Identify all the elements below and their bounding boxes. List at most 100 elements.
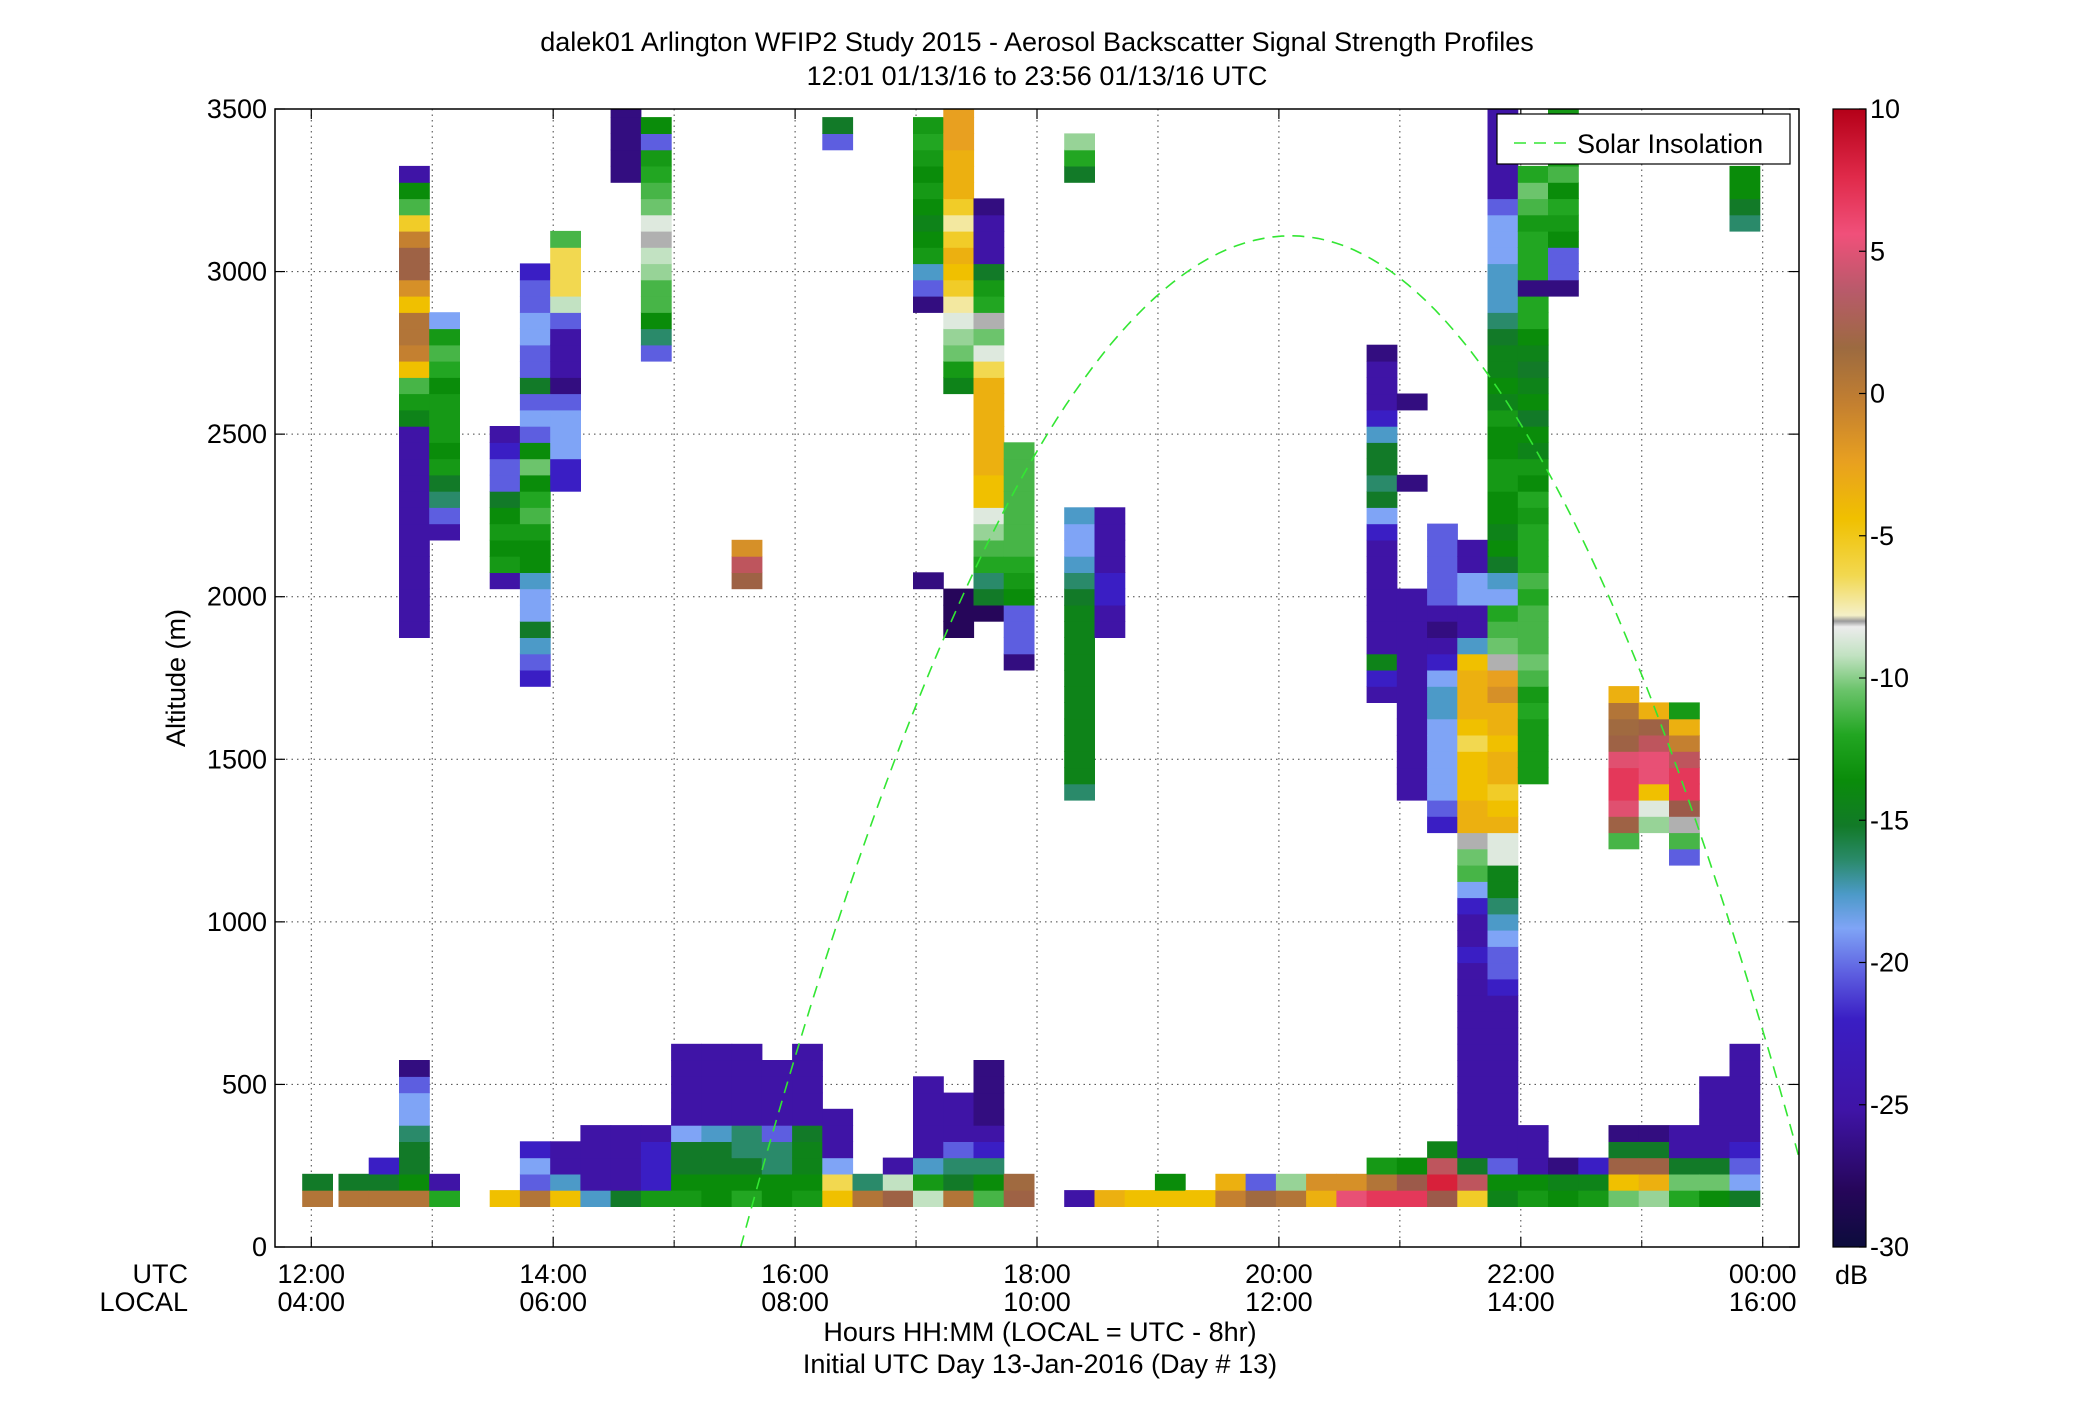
y-tick-label: 3000 [207, 257, 267, 287]
heatmap-cell [399, 312, 430, 330]
heatmap-cell [550, 344, 581, 362]
heatmap-cell [1064, 621, 1095, 638]
heatmap-cell [489, 523, 521, 541]
heatmap-cell [1517, 165, 1549, 183]
y-axis-label: Altitude (m) [161, 609, 191, 747]
heatmap-cell [792, 1108, 823, 1126]
heatmap-cell [1729, 1092, 1761, 1110]
heatmap-cell [1275, 1173, 1307, 1191]
heatmap-cell [1517, 653, 1549, 671]
heatmap-cells [302, 109, 1761, 1207]
heatmap-cell [1517, 214, 1549, 232]
heatmap-cell [973, 1141, 1005, 1159]
heatmap-cell [1064, 133, 1095, 151]
heatmap-cell [1487, 913, 1519, 931]
heatmap-cell [1366, 621, 1398, 638]
heatmap-cell [1427, 799, 1458, 817]
heatmap-cell [1275, 1190, 1307, 1207]
heatmap-cell [550, 393, 581, 411]
heatmap-cell [519, 328, 551, 346]
heatmap-cell [1578, 1173, 1610, 1191]
heatmap-cell [973, 1190, 1005, 1207]
heatmap-cell [1487, 1027, 1519, 1045]
heatmap-cell [429, 458, 460, 476]
heatmap-cell [1457, 1157, 1489, 1175]
heatmap-cell [1487, 783, 1519, 801]
heatmap-cell [1185, 1190, 1216, 1207]
heatmap-cell [640, 263, 672, 281]
heatmap-cell [701, 1108, 733, 1126]
heatmap-cell [519, 653, 551, 671]
heatmap-cell [1064, 604, 1095, 622]
heatmap-cell [1729, 214, 1761, 232]
heatmap-cell [1064, 539, 1095, 557]
heatmap-cell [399, 1157, 430, 1175]
heatmap-cell [973, 377, 1005, 395]
x-tick-label-local: 04:00 [277, 1287, 345, 1317]
heatmap-cell [973, 507, 1005, 525]
heatmap-cell [1487, 734, 1519, 752]
heatmap-cell [1064, 767, 1095, 785]
heatmap-cell [1064, 637, 1095, 655]
heatmap-cell [1396, 621, 1428, 638]
heatmap-cell [822, 1125, 854, 1142]
heatmap-cell [1457, 865, 1489, 882]
heatmap-cell [1669, 1125, 1700, 1142]
heatmap-cell [519, 621, 551, 638]
heatmap-cell [1396, 637, 1428, 655]
heatmap-cell [913, 182, 944, 200]
heatmap-cell [399, 377, 430, 395]
heatmap-cell [519, 637, 551, 655]
heatmap-cell [701, 1141, 733, 1159]
heatmap-cell [1548, 198, 1579, 216]
heatmap-cell [1457, 1011, 1489, 1029]
heatmap-cell [1094, 604, 1126, 622]
heatmap-cell [1457, 832, 1489, 850]
heatmap-cell [1487, 751, 1519, 769]
heatmap-cell [1487, 978, 1519, 996]
heatmap-cell [701, 1076, 733, 1094]
heatmap-cell [1457, 1141, 1489, 1159]
y-tick-label: 1000 [207, 907, 267, 937]
heatmap-cell [1366, 1190, 1398, 1207]
heatmap-cell [1064, 507, 1095, 525]
heatmap-cell [399, 409, 430, 427]
heatmap-cell [701, 1060, 733, 1077]
heatmap-cell [610, 109, 642, 118]
heatmap-cell [1669, 783, 1700, 801]
heatmap-cell [399, 214, 430, 232]
heatmap-cell [399, 1141, 430, 1159]
heatmap-cell [1124, 1190, 1156, 1207]
y-tick-label: 500 [222, 1069, 267, 1099]
heatmap-cell [943, 247, 975, 265]
heatmap-cell [1427, 686, 1458, 703]
heatmap-cell [1487, 669, 1519, 687]
heatmap-cell [943, 361, 975, 378]
heatmap-cell [550, 377, 581, 395]
heatmap-cell [1427, 702, 1458, 720]
heatmap-cell [1517, 556, 1549, 573]
heatmap-cell [399, 491, 430, 508]
heatmap-cell [731, 1141, 763, 1159]
heatmap-cell [1608, 718, 1640, 736]
heatmap-cell [1457, 653, 1489, 671]
heatmap-cell [1396, 1190, 1428, 1207]
heatmap-cell [943, 263, 975, 281]
heatmap-cell [761, 1190, 793, 1207]
heatmap-cell [1366, 572, 1398, 590]
heatmap-cell [1457, 1076, 1489, 1094]
heatmap-cell [973, 588, 1005, 606]
heatmap-cell [1064, 686, 1095, 703]
heatmap-cell [1003, 507, 1035, 525]
heatmap-cell [1336, 1190, 1368, 1207]
heatmap-cell [1457, 962, 1489, 980]
heatmap-cell [1457, 1125, 1489, 1142]
heatmap-cell [580, 1190, 612, 1207]
heatmap-cell [1366, 556, 1398, 573]
heatmap-cell [1487, 946, 1519, 964]
heatmap-cell [731, 1190, 763, 1207]
heatmap-cell [1487, 198, 1519, 216]
heatmap-cell [1608, 1173, 1640, 1191]
heatmap-cell [1699, 1092, 1730, 1110]
heatmap-cell [399, 1173, 430, 1191]
